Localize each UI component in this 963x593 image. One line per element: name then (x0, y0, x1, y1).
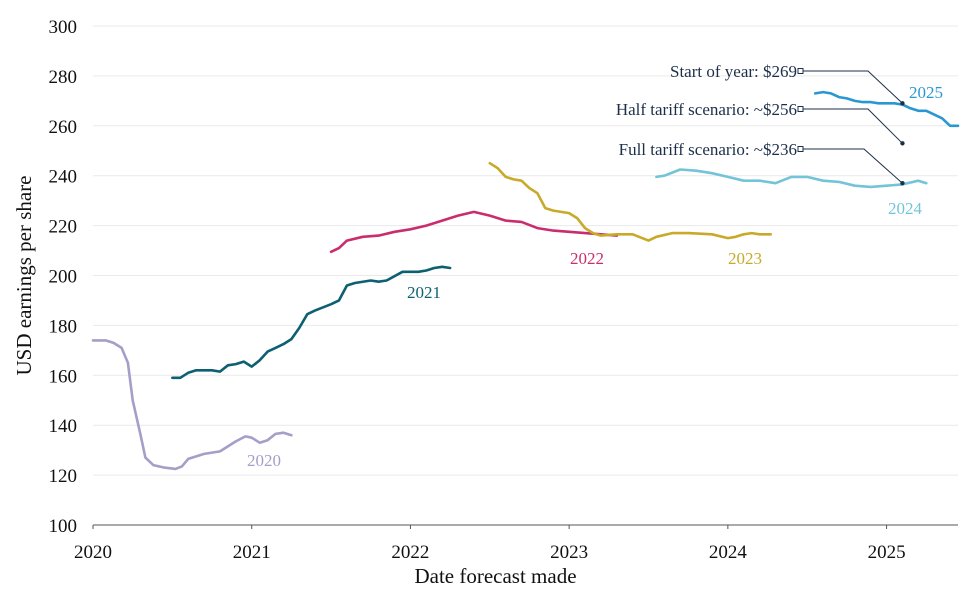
annotation-label: Half tariff scenario: ~$256 (616, 100, 797, 119)
series-label-2020: 2020 (247, 451, 281, 470)
annotation-point (900, 180, 905, 186)
annotation-leader-line (799, 148, 903, 184)
annotation-leader-cap (797, 106, 804, 112)
annotations: Start of year: $269 Half tariff scenario:… (616, 62, 905, 186)
y-tick-label: 120 (49, 466, 78, 487)
y-tick-label: 180 (49, 316, 78, 337)
series-line-2025 (813, 90, 960, 128)
annotation-point (900, 101, 905, 106)
x-tick-label: 2020 (74, 542, 112, 563)
x-tick-label: 2025 (868, 542, 906, 563)
series-line-2020 (91, 339, 293, 471)
series-label-2025: 2025 (909, 83, 943, 102)
x-tick-label: 2024 (709, 542, 748, 563)
x-tick-labels: 2020 2021 2022 2023 2024 2025 (74, 525, 906, 563)
y-axis-title: USD earnings per share (12, 175, 36, 375)
annotation-point (900, 141, 905, 146)
annotation-leader-line (799, 108, 903, 144)
y-tick-label: 100 (49, 516, 78, 537)
annotation-label: Start of year: $269 (670, 62, 797, 81)
y-tick-label: 280 (49, 67, 78, 88)
x-tick-label: 2021 (233, 542, 271, 563)
series-line-2023 (488, 161, 773, 242)
y-tick-label: 220 (49, 217, 78, 238)
series-line-2022 (329, 210, 619, 254)
series-labels: 2020 2021 2022 2023 2024 2025 (247, 83, 943, 470)
y-tick-label: 160 (49, 366, 78, 387)
y-tick-label: 300 (49, 17, 78, 38)
y-tick-label: 260 (49, 117, 78, 138)
annotation-leader-cap (797, 146, 804, 152)
series-line-2021 (171, 265, 452, 380)
x-tick-label: 2022 (391, 542, 429, 563)
y-tick-label: 140 (49, 416, 78, 437)
annotation-leader-cap (797, 68, 804, 74)
y-tick-label: 200 (49, 267, 78, 288)
gridlines (93, 25, 958, 476)
series-label-2023: 2023 (728, 249, 762, 268)
x-tick-label: 2023 (550, 542, 588, 563)
y-tick-labels: 100 120 140 160 180 200 220 240 260 280 300 (49, 17, 78, 537)
series-label-2024: 2024 (888, 199, 923, 218)
series-label-2022: 2022 (570, 249, 604, 268)
series-line-2024 (655, 168, 928, 189)
series-lines (91, 90, 960, 471)
x-axis-title: Date forecast made (414, 564, 576, 588)
y-tick-label: 240 (49, 167, 78, 188)
annotation-leader-line (799, 70, 903, 104)
series-label-2021: 2021 (407, 283, 441, 302)
annotation-label: Full tariff scenario: ~$236 (619, 140, 797, 159)
